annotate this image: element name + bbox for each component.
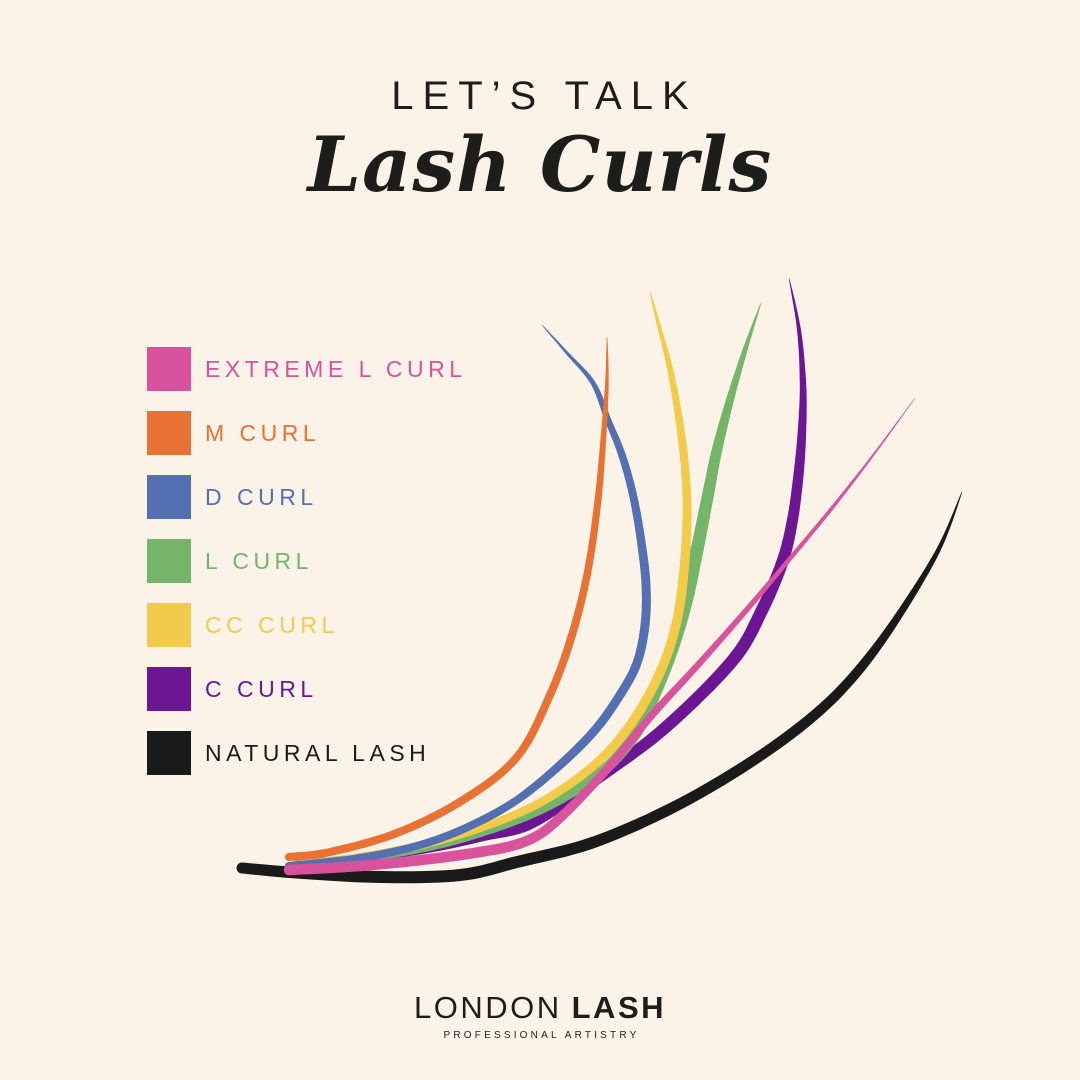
legend: EXTREME L CURL M CURL D CURL L CURL CC C… [147, 347, 467, 775]
legend-color-swatch [147, 411, 191, 455]
page-title: Lash Curls [307, 120, 773, 209]
legend-color-swatch [147, 603, 191, 647]
legend-item: NATURAL LASH [147, 731, 467, 775]
legend-item: D CURL [147, 475, 467, 519]
legend-color-swatch [147, 667, 191, 711]
legend-color-swatch [147, 731, 191, 775]
legend-color-swatch [147, 475, 191, 519]
brand-word-lash: LASH [571, 990, 667, 1025]
legend-item: M CURL [147, 411, 467, 455]
legend-item: CC CURL [147, 603, 467, 647]
legend-item: EXTREME L CURL [147, 347, 467, 391]
legend-item: C CURL [147, 667, 467, 711]
brand-footer: LONDON LASH PROFESSIONAL ARTISTRY [0, 992, 1080, 1041]
legend-label: L CURL [205, 547, 313, 574]
brand-logo: LONDON LASH [0, 992, 1080, 1023]
lash-curve-c-curl [296, 278, 807, 868]
legend-label: NATURAL LASH [205, 739, 431, 766]
legend-item: L CURL [147, 539, 467, 583]
legend-label: M CURL [205, 419, 321, 446]
title-eyebrow: LET’S TALK [391, 74, 698, 118]
legend-color-swatch [147, 539, 191, 583]
legend-color-swatch [147, 347, 191, 391]
legend-label: EXTREME L CURL [205, 355, 467, 382]
legend-label: D CURL [205, 483, 318, 510]
brand-tagline: PROFESSIONAL ARTISTRY [443, 1030, 640, 1041]
legend-label: CC CURL [205, 611, 339, 638]
brand-word-london: LONDON [413, 990, 562, 1025]
lash-curve-extreme-l-curl [288, 397, 916, 876]
title-block: LET’S TALK Lash Curls [0, 76, 1080, 205]
legend-label: C CURL [205, 675, 318, 702]
